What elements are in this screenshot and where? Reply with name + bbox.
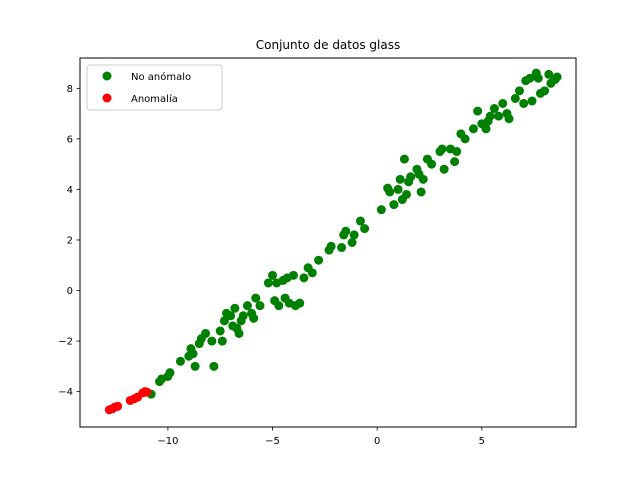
point-no-anomalo-55: [360, 224, 370, 234]
point-no-anomalo-19: [226, 311, 236, 321]
point-no-anomalo-69: [416, 187, 426, 197]
point-no-anomalo-54: [355, 216, 365, 226]
point-no-anomalo-92: [510, 93, 520, 103]
point-no-anomalo-60: [393, 184, 403, 194]
point-no-anomalo-46: [314, 255, 324, 265]
point-no-anomalo-53: [349, 230, 359, 240]
y-tick-label: 8: [67, 84, 73, 95]
legend-marker-anomalia: [102, 93, 112, 103]
legend-label-no-anomalo: No anómalo: [131, 71, 191, 83]
point-no-anomalo-31: [263, 278, 273, 288]
point-no-anomalo-15: [215, 326, 225, 336]
point-no-anomalo-93: [514, 86, 524, 96]
point-no-anomalo-17: [219, 316, 229, 326]
point-no-anomalo-105: [552, 72, 562, 82]
legend-box: [86, 64, 223, 111]
point-no-anomalo-96: [525, 73, 535, 83]
point-no-anomalo-4: [165, 368, 175, 378]
point-no-anomalo-84: [481, 124, 491, 134]
point-no-anomalo-49: [337, 243, 347, 253]
x-axis: −10 −5 0 5: [157, 427, 485, 447]
point-no-anomalo-43: [299, 273, 309, 283]
legend: No anómalo Anomalía: [86, 64, 223, 111]
point-no-anomalo-89: [498, 98, 508, 108]
point-no-anomalo-45: [307, 268, 317, 278]
point-no-anomalo-12: [201, 328, 211, 338]
point-no-anomalo-58: [385, 187, 395, 197]
y-tick-label: 0: [67, 286, 73, 297]
legend-marker-no-anomalo: [102, 71, 112, 81]
point-no-anomalo-16: [217, 336, 227, 346]
point-no-anomalo-70: [418, 174, 428, 184]
point-no-anomalo-63: [399, 154, 409, 164]
y-tick-label: 2: [67, 235, 73, 246]
point-no-anomalo-77: [452, 147, 462, 157]
point-no-anomalo-66: [406, 172, 416, 182]
point-no-anomalo-56: [376, 205, 386, 215]
point-no-anomalo-101: [540, 86, 550, 96]
point-no-anomalo-81: [468, 124, 478, 134]
x-tick-label: 0: [374, 436, 380, 447]
point-no-anomalo-28: [249, 313, 259, 323]
point-no-anomalo-97: [527, 96, 537, 106]
point-no-anomalo-87: [489, 104, 499, 114]
x-tick-label: −10: [157, 436, 178, 447]
x-tick-label: −5: [265, 436, 280, 447]
point-no-anomalo-86: [485, 111, 495, 121]
point-no-anomalo-5: [175, 356, 185, 366]
point-no-anomalo-51: [341, 226, 351, 236]
y-axis: −4 −2 0 2 4 6 8: [58, 84, 80, 398]
point-anomalia-9: [142, 387, 152, 397]
point-no-anomalo-64: [401, 189, 411, 199]
legend-label-anomalia: Anomalía: [131, 93, 178, 105]
y-tick-label: 6: [67, 134, 73, 145]
point-no-anomalo-91: [504, 114, 514, 124]
point-no-anomalo-80: [460, 134, 470, 144]
point-no-anomalo-35: [274, 301, 284, 311]
point-no-anomalo-8: [188, 349, 198, 359]
y-tick-label: −4: [58, 387, 73, 398]
point-no-anomalo-14: [209, 361, 219, 371]
point-no-anomalo-78: [450, 157, 460, 167]
point-no-anomalo-42: [295, 298, 305, 308]
point-no-anomalo-23: [234, 328, 244, 338]
point-no-anomalo-88: [494, 111, 504, 121]
point-no-anomalo-99: [533, 73, 543, 83]
point-no-anomalo-13: [207, 336, 217, 346]
y-tick-label: 4: [67, 185, 73, 196]
point-no-anomalo-52: [347, 238, 357, 247]
point-no-anomalo-61: [395, 174, 405, 184]
y-tick-label: −2: [58, 337, 73, 348]
point-no-anomalo-74: [437, 144, 447, 154]
points-layer: [104, 68, 562, 415]
point-no-anomalo-94: [519, 98, 529, 108]
point-no-anomalo-40: [288, 270, 298, 280]
point-no-anomalo-48: [326, 241, 336, 251]
point-anomalia-3: [113, 401, 123, 411]
x-tick-label: 5: [479, 436, 485, 447]
point-no-anomalo-72: [427, 159, 437, 169]
point-no-anomalo-75: [439, 164, 449, 174]
point-no-anomalo-82: [473, 106, 483, 116]
point-no-anomalo-9: [190, 361, 200, 371]
point-no-anomalo-30: [255, 301, 265, 311]
point-no-anomalo-26: [242, 301, 252, 311]
point-no-anomalo-59: [389, 200, 399, 210]
point-no-anomalo-32: [268, 270, 278, 280]
chart-title: Conjunto de datos glass: [256, 38, 400, 52]
point-no-anomalo-21: [230, 303, 240, 313]
plot-frame: [79, 57, 577, 428]
point-no-anomalo-102: [544, 69, 554, 79]
point-no-anomalo-25: [238, 311, 248, 321]
point-no-anomalo-29: [251, 293, 261, 303]
